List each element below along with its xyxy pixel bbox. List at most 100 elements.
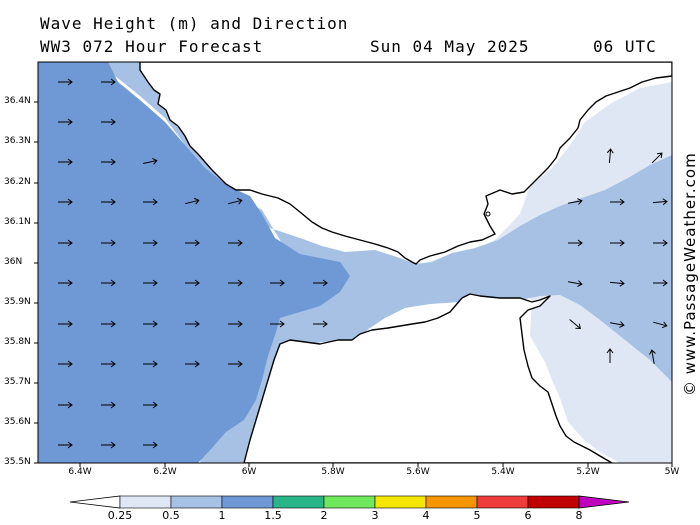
lon-tick-label: 5.2W — [576, 467, 600, 477]
wave-arrow — [313, 279, 328, 287]
legend-label: 0.25 — [107, 509, 133, 522]
lon-tick-label: 5.6W — [406, 467, 430, 477]
wave-arrow — [568, 239, 583, 247]
legend-label: 2 — [320, 509, 328, 522]
wave-arrow — [270, 279, 285, 287]
wave-arrow — [58, 441, 73, 449]
credit-watermark: © www.PassageWeather.com — [681, 152, 699, 396]
wave-arrow — [101, 118, 116, 126]
forecast-model: WW3 072 Hour Forecast — [40, 37, 264, 56]
wave-arrow — [58, 118, 73, 126]
wave-arrow — [185, 360, 200, 368]
wave-arrow — [652, 198, 668, 206]
legend-high-cap — [578, 495, 630, 509]
wave-arrow — [228, 360, 243, 368]
wave-arrow — [143, 157, 158, 165]
wave-arrow — [569, 319, 582, 330]
legend-label: 4 — [422, 509, 430, 522]
legend-swatch — [527, 495, 580, 509]
wave-arrow — [58, 279, 73, 287]
wave-arrow — [651, 152, 663, 164]
lat-tick-label: 36.2N — [4, 177, 31, 187]
wave-arrow — [58, 360, 73, 368]
wave-band-1 — [38, 62, 350, 463]
legend-swatch — [425, 495, 478, 509]
wave-arrow — [606, 148, 614, 164]
wave-arrow — [568, 198, 583, 205]
wave-arrow — [606, 348, 614, 363]
wave-arrow — [185, 279, 200, 287]
lat-tick-label: 35.8N — [4, 337, 31, 347]
wave-direction-arrows — [58, 78, 668, 449]
wave-arrow — [610, 239, 625, 247]
legend-label: 6 — [524, 509, 532, 522]
lat-tick-label: 36.3N — [4, 136, 31, 146]
wave-arrow — [610, 321, 625, 328]
wave-arrow — [101, 239, 116, 247]
legend-swatch — [170, 495, 223, 509]
wave-arrow — [101, 441, 116, 449]
wave-arrow — [228, 320, 243, 328]
wave-arrow — [101, 198, 116, 206]
lat-tick-label: 35.6N — [4, 417, 31, 427]
wave-arrow — [228, 239, 243, 247]
legend-label: 8 — [575, 509, 583, 522]
legend-swatch — [119, 495, 172, 509]
legend-label: 1.5 — [264, 509, 282, 522]
wave-arrow — [101, 320, 116, 328]
lon-tick-label: 5.4W — [491, 467, 515, 477]
wave-arrow — [58, 320, 73, 328]
lat-tick-label: 36.4N — [4, 96, 31, 106]
wave-arrow — [101, 158, 116, 166]
wave-arrow — [313, 320, 328, 328]
wave-arrow — [101, 78, 116, 86]
legend-label: 5 — [473, 509, 481, 522]
wave-arrow — [649, 349, 656, 364]
wave-arrow — [143, 401, 158, 409]
wave-arrow — [653, 239, 668, 247]
legend-swatch — [221, 495, 274, 509]
land-spain — [139, 62, 672, 265]
wave-arrow — [58, 401, 73, 409]
lon-tick-label: 6.4W — [68, 467, 92, 477]
forecast-date: Sun 04 May 2025 — [370, 37, 530, 56]
wave-arrow — [228, 197, 243, 205]
wave-arrow — [609, 279, 625, 287]
lat-tick-label: 35.9N — [4, 297, 31, 307]
legend-swatch — [272, 495, 325, 509]
wave-arrow — [653, 321, 668, 329]
wave-arrow — [143, 279, 158, 287]
legend-label: 0.5 — [162, 509, 180, 522]
lon-tick-label: 6W — [241, 467, 257, 477]
wave-arrow — [58, 158, 73, 166]
wave-arrow — [101, 279, 116, 287]
wave-arrow — [653, 279, 668, 287]
wave-arrow — [143, 441, 158, 449]
legend-swatch — [323, 495, 376, 509]
wave-arrow — [143, 198, 158, 206]
wave-arrow — [185, 239, 200, 247]
land-morocco — [243, 293, 613, 463]
legend-label: 1 — [218, 509, 226, 522]
wave-arrow — [143, 360, 158, 368]
legend-label: 3 — [371, 509, 379, 522]
wave-arrow — [101, 401, 116, 409]
wave-arrow — [58, 78, 73, 86]
legend-low-cap — [69, 495, 121, 509]
wave-arrow — [185, 320, 200, 328]
forecast-time: 06 UTC — [593, 37, 657, 56]
lon-tick-label: 6.2W — [153, 467, 177, 477]
lat-tick-label: 36.1N — [4, 217, 31, 227]
color-legend — [69, 495, 630, 509]
lat-tick-label: 35.5N — [4, 457, 31, 467]
map-title: Wave Height (m) and Direction — [40, 14, 349, 33]
wave-arrow — [58, 239, 73, 247]
legend-swatch — [374, 495, 427, 509]
wave-arrow — [143, 239, 158, 247]
wave-arrow — [101, 360, 116, 368]
lat-tick-label: 35.7N — [4, 377, 31, 387]
wave-arrow — [58, 198, 73, 206]
wave-arrow — [228, 279, 243, 287]
lon-tick-label: 5.8W — [321, 467, 345, 477]
